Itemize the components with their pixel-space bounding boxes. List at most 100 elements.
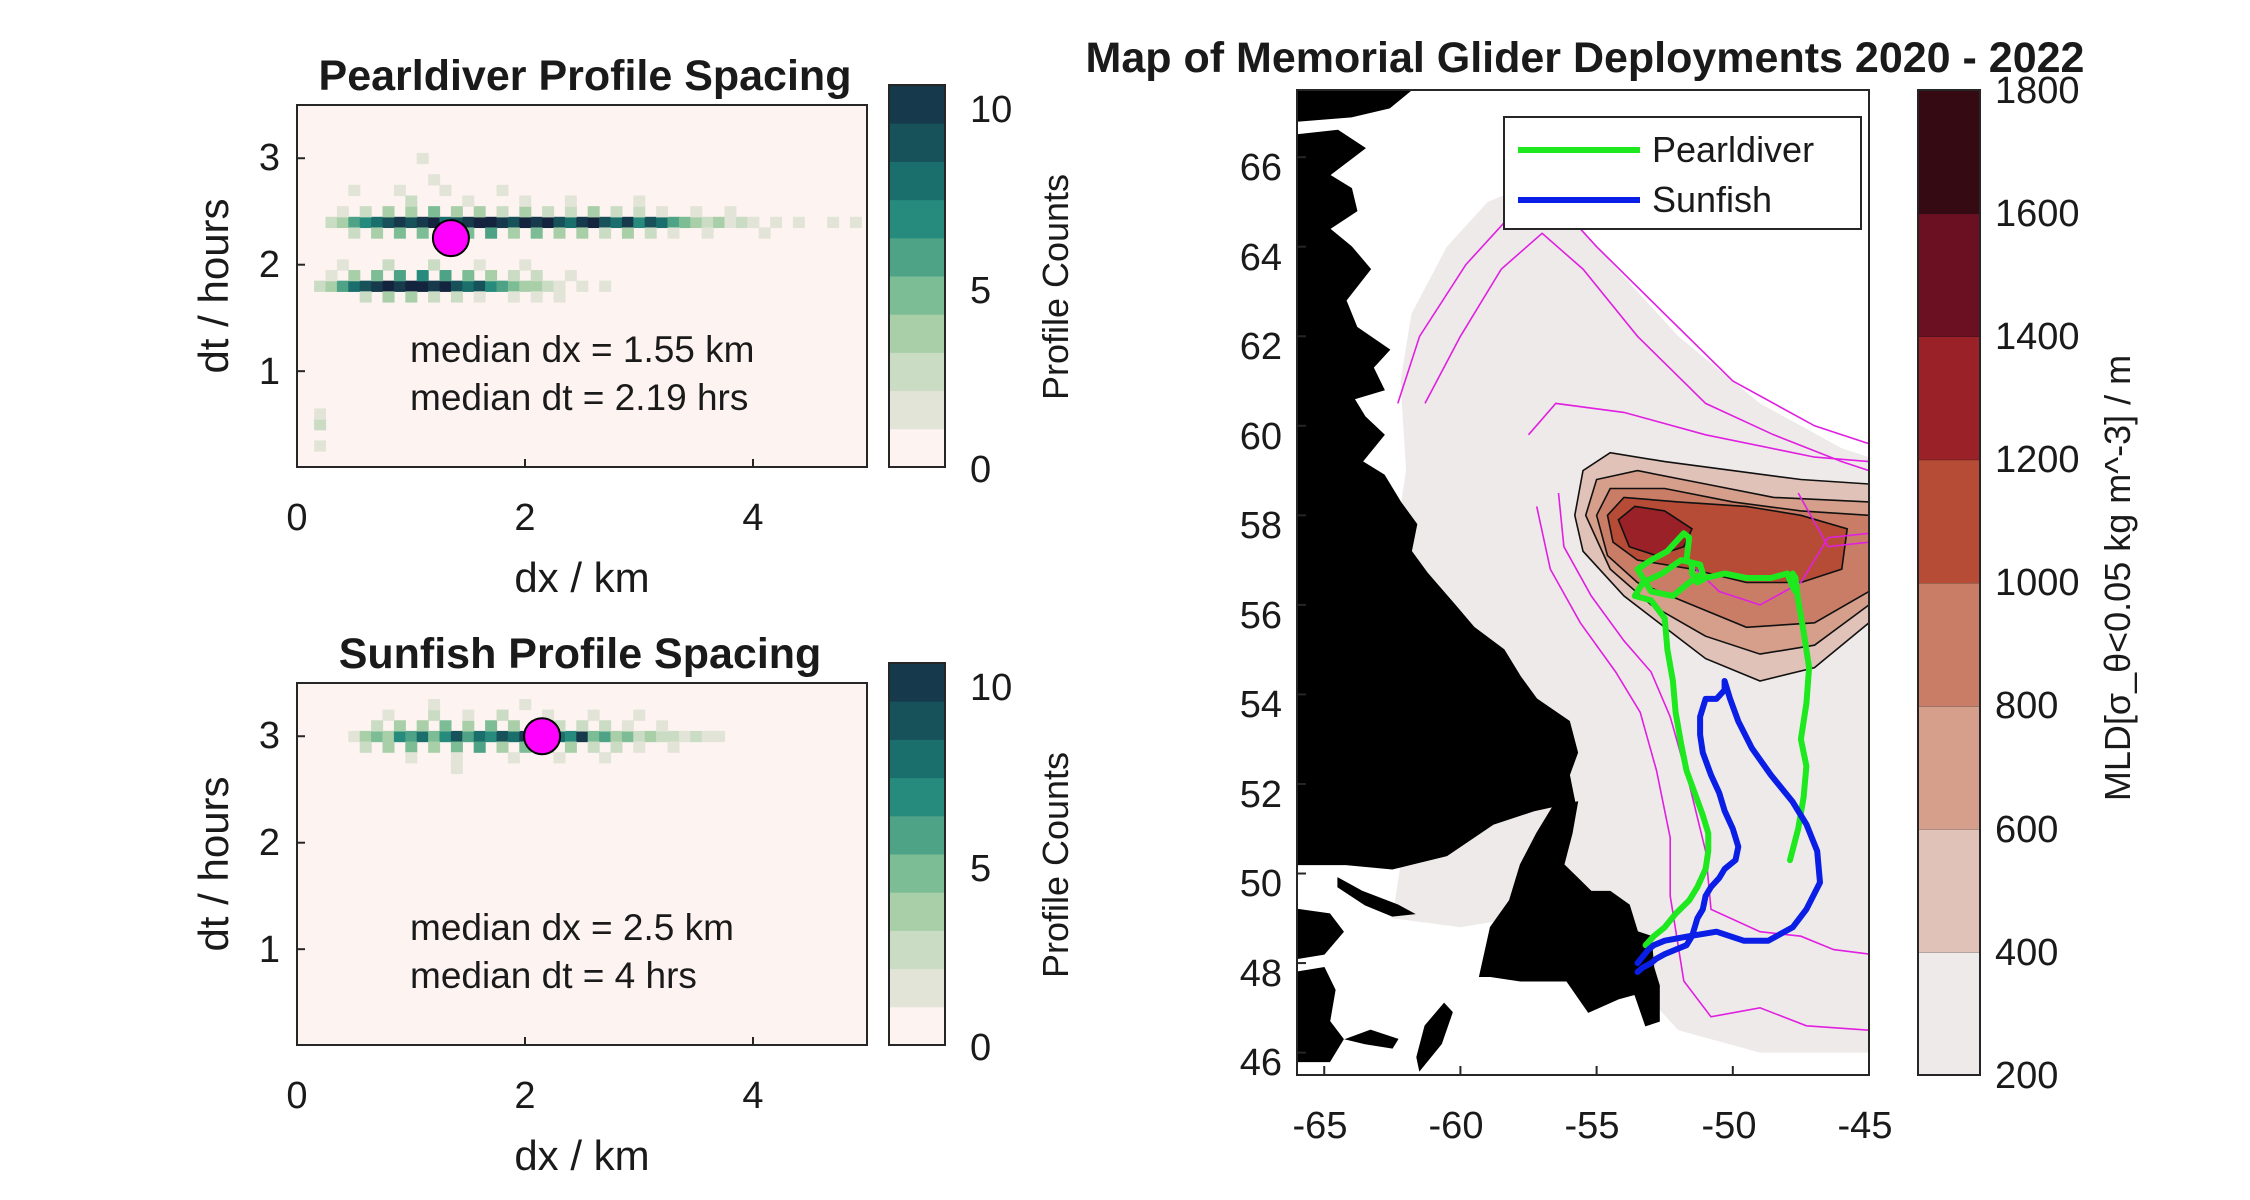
colorbar-swatch — [889, 237, 945, 277]
isobath-line — [1797, 492, 1869, 548]
heatmap-cell — [428, 206, 441, 218]
colorbar-swatch — [889, 276, 945, 315]
heatmap-cell — [519, 259, 532, 271]
sunfish-xtick-4: 4 — [742, 1075, 763, 1117]
heatmap-cell — [371, 227, 384, 239]
heatmap-cell — [314, 408, 327, 420]
isobath-line — [1424, 232, 1869, 472]
heatmap-cell — [564, 270, 577, 282]
pearldiver-cbtick-0: 0 — [970, 449, 991, 491]
heatmap-cell — [359, 280, 372, 292]
heatmap-cell — [758, 227, 771, 239]
pearldiver-ytick-1: 1 — [259, 351, 280, 393]
heatmap-cell — [621, 720, 634, 732]
heatmap-cell — [678, 730, 691, 743]
heatmap-cell — [519, 741, 532, 753]
heatmap-cell — [587, 206, 600, 218]
map-xtick-m60: -60 — [1429, 1105, 1484, 1147]
heatmap-cell — [633, 709, 646, 721]
heatmap-cell — [644, 730, 657, 743]
heatmap-cell — [667, 227, 680, 239]
heatmap-cell — [713, 216, 726, 229]
heatmap-cell — [519, 216, 532, 229]
colorbar-swatch — [889, 968, 945, 1008]
heatmap-cell — [507, 280, 520, 292]
colorbar-swatch — [889, 815, 945, 855]
heatmap-cell — [656, 720, 669, 732]
heatmap-cell — [393, 216, 406, 229]
heatmap-cell — [610, 216, 623, 229]
heatmap-cell — [496, 709, 509, 721]
mld-colorbar-swatch — [1918, 213, 1980, 337]
heatmap-cell — [633, 741, 646, 753]
heatmap-cell — [405, 206, 418, 218]
heatmap-cell — [485, 216, 498, 229]
isobath-line — [1535, 506, 1869, 1031]
heatmap-cell — [439, 280, 452, 292]
map-ytick-66: 66 — [1240, 147, 1282, 189]
heatmap-cell — [416, 227, 429, 239]
heatmap-cell — [393, 227, 406, 239]
pearldiver-median-dx-label: median dx = 1.55 km — [410, 329, 755, 370]
heatmap-cell — [507, 227, 520, 239]
mld-cbtick-200: 200 — [1995, 1055, 2058, 1097]
map-xticks: -65 -60 -55 -50 -45 — [1293, 1105, 1893, 1147]
heatmap-cell — [485, 227, 498, 239]
heatmap-cell — [564, 195, 577, 207]
heatmap-cell — [473, 741, 486, 753]
heatmap-cell — [542, 709, 555, 721]
heatmap-cell — [462, 709, 475, 721]
pearldiver-xlabel: dx / km — [514, 554, 649, 601]
sunfish-median-marker — [523, 717, 562, 756]
pearldiver-axes: 0 2 4 1 2 3 dx / km dt / hours — [190, 137, 764, 601]
heatmap-cell — [428, 216, 441, 229]
heatmap-cell — [371, 270, 384, 282]
heatmap-cell — [553, 720, 566, 732]
heatmap-cell — [576, 216, 589, 229]
heatmap-cell — [735, 216, 748, 229]
heatmap-cell — [371, 216, 384, 229]
pearldiver-plot-frame — [296, 104, 868, 468]
map-xtick-m65: -65 — [1293, 1105, 1348, 1147]
heatmap-cell — [644, 227, 657, 239]
map-ytick-56: 56 — [1240, 595, 1282, 637]
heatmap-cell — [553, 216, 566, 229]
heatmap-cell — [724, 206, 737, 218]
mld-cbtick-800: 800 — [1995, 685, 2058, 727]
heatmap-cell — [450, 291, 463, 303]
heatmap-cell — [359, 741, 372, 753]
heatmap-cell — [439, 730, 452, 743]
pearldiver-colorbar-label: Profile Counts — [1035, 174, 1076, 400]
heatmap-cell — [553, 291, 566, 303]
sunfish-title: Sunfish Profile Spacing — [339, 630, 822, 678]
heatmap-cell — [382, 741, 395, 753]
sunfish-cbtick-5: 5 — [970, 848, 991, 890]
heatmap-cell — [485, 730, 498, 743]
heatmap-cell — [496, 741, 509, 753]
heatmap-cell — [496, 206, 509, 218]
heatmap-cell — [348, 216, 361, 229]
mld-cbtick-1200: 1200 — [1995, 439, 2080, 481]
mld-cbtick-1800: 1800 — [1995, 70, 2080, 112]
heatmap-cell — [656, 216, 669, 229]
land-masses — [1297, 90, 1660, 1072]
land-resolution — [1307, 349, 1339, 373]
pearldiver-xtick-4: 4 — [742, 497, 763, 539]
heatmap-cell — [587, 741, 600, 753]
pearldiver-cbtick-5: 5 — [970, 270, 991, 312]
heatmap-cell — [348, 227, 361, 239]
heatmap-cell — [496, 280, 509, 292]
colorbar-frame — [888, 84, 946, 468]
mld-colorbar-label: MLD[σ_θ<0.05 kg m^-3] / m — [2097, 355, 2138, 801]
heatmap-cell — [713, 730, 726, 743]
heatmap-cell — [553, 227, 566, 239]
sunfish-colorbar — [888, 662, 946, 1046]
pearldiver-colorbar-axis: 0 5 10 Profile Counts — [970, 89, 1076, 491]
heatmap-cell — [576, 227, 589, 239]
heatmap-cell — [428, 698, 441, 711]
heatmap-cell — [473, 730, 486, 743]
map-ytick-50: 50 — [1240, 863, 1282, 905]
sunfish-xlabel: dx / km — [514, 1132, 649, 1179]
land-cape-breton — [1416, 1002, 1453, 1072]
heatmap-cell — [599, 227, 612, 239]
